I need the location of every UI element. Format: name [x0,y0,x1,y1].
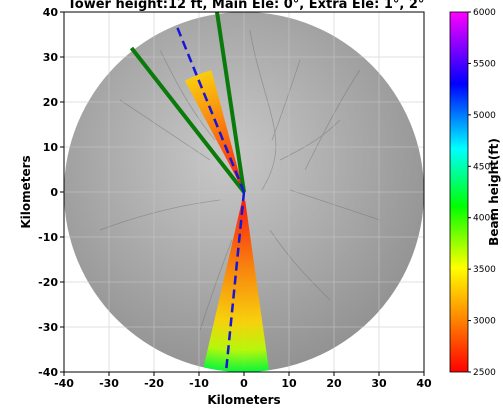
x-tick-label: -10 [189,377,209,390]
colorbar-tick-label: 6000 [473,8,496,18]
y-tick-label: -30 [38,321,58,334]
beam-sector [203,200,270,372]
colorbar-tick-label: 4500 [473,162,496,172]
chart-title: Tower height:12 ft, Main Ele: 0°, Extra … [68,0,425,12]
x-tick-label: 0 [240,377,248,390]
colorbar: 6000 5500 5000 4500 4000 3500 3000 2500 Beam he… [449,8,501,378]
x-tick-label: 30 [371,377,387,390]
colorbar-tick-label: 4000 [473,214,496,224]
colorbar-tick-label: 2500 [473,368,496,378]
colorbar-gradient [449,11,469,373]
colorbar-tick-label: 3500 [473,265,496,275]
dashed-azimuth-line [224,191,246,372]
y-tick-label: -10 [38,231,58,244]
dashed-azimuth-line [175,25,246,193]
solid-azimuth-line [129,46,246,194]
y-tick-label: 0 [50,186,58,199]
y-tick-label: -40 [38,366,58,379]
colorbar-tick-label: 5000 [473,111,496,121]
y-axis-label: Kilometers [19,155,33,228]
colorbar-label: Beam height(ft) [487,138,501,246]
x-tick-label: -30 [99,377,119,390]
beam-sectors [184,70,270,372]
y-ticks: 40 30 20 10 0 -10 -20 -30 -40 [38,6,64,379]
x-tick-label: 20 [326,377,342,390]
colorbar-tick-label: 3000 [473,317,496,327]
azimuth-lines [129,12,246,372]
beam-sector [184,70,242,185]
x-tick-label: -40 [54,377,74,390]
x-axis-label: Kilometers [207,393,280,407]
x-tick-label: 10 [281,377,297,390]
y-tick-label: 10 [43,141,59,154]
colorbar-ticks: 6000 5500 5000 4500 4000 3500 3000 2500 [468,8,496,378]
y-tick-label: 30 [43,51,59,64]
x-tick-label: 40 [416,377,432,390]
colorbar-tick-label: 5500 [473,59,496,69]
y-tick-label: 20 [43,96,59,109]
y-tick-label: 40 [43,6,59,19]
y-tick-label: -20 [38,276,58,289]
x-ticks: -40 -30 -20 -10 0 10 20 30 40 [54,372,432,390]
x-tick-label: -20 [144,377,164,390]
solid-azimuth-line [215,12,246,193]
